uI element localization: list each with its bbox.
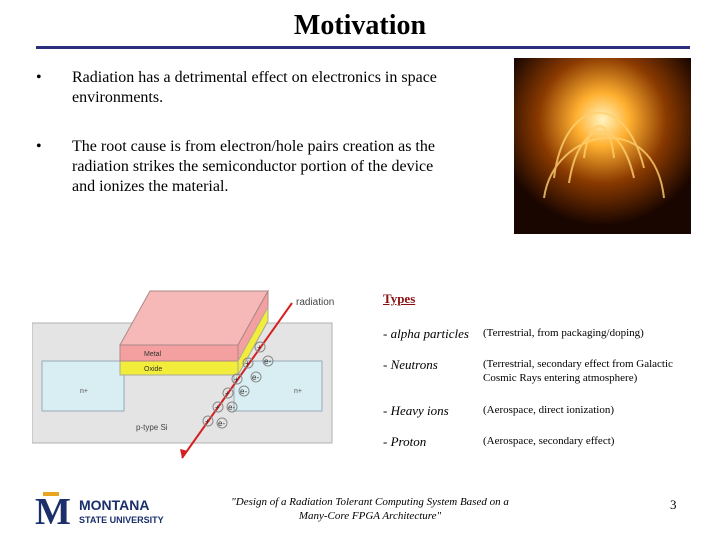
type-name: - alpha particles: [383, 326, 469, 341]
type-row: - Neutrons (Terrestrial, secondary effec…: [383, 357, 701, 385]
n-plus-label-left: n+: [80, 388, 88, 395]
oxide-layer: [119, 360, 239, 376]
hole-mark: +: [234, 375, 239, 384]
bullet-text: Radiation has a detrimental effect on el…: [72, 69, 437, 106]
oxide-label: Oxide: [144, 366, 162, 373]
metal-layer: [119, 344, 239, 362]
title-rule: [36, 46, 690, 49]
svg-text:STATE UNIVERSITY: STATE UNIVERSITY: [79, 515, 164, 525]
bullet-marker: •: [36, 69, 42, 86]
electron-mark: e-: [264, 357, 271, 366]
radiation-ray: [181, 302, 293, 459]
type-row: - Heavy ions (Aerospace, direct ionizati…: [383, 403, 703, 419]
type-desc: (Aerospace, secondary effect): [483, 435, 615, 447]
electron-mark: e-: [240, 387, 247, 396]
type-desc: (Terrestrial, from packaging/doping): [483, 327, 644, 339]
hole-mark: +: [225, 389, 230, 398]
footer-citation: "Design of a Radiation Tolerant Computin…: [231, 496, 509, 522]
hole-mark: +: [257, 343, 262, 352]
type-desc: (Aerospace, direct ionization): [483, 404, 615, 416]
solar-flare-image: [514, 58, 691, 234]
radiation-label: radiation: [296, 297, 334, 308]
electron-mark: e-: [252, 373, 259, 382]
slide-title: Motivation: [293, 10, 427, 41]
electron-mark: e-: [228, 403, 235, 412]
bullet-text: The root cause is from electron/hole pai…: [72, 138, 435, 195]
bullet-item: • Radiation has a detrimental effect on …: [36, 68, 452, 108]
type-row: - alpha particles (Terrestrial, from pac…: [383, 326, 703, 342]
type-name: - Heavy ions: [383, 403, 449, 418]
electron-mark: e-: [218, 419, 225, 428]
type-name: - Neutrons: [383, 357, 438, 372]
svg-text:MONTANA: MONTANA: [79, 497, 150, 513]
type-row: - Proton (Aerospace, secondary effect): [383, 434, 703, 450]
n-plus-region-left: [41, 360, 125, 412]
metal-label: Metal: [144, 351, 162, 358]
n-plus-label-right: n+: [294, 388, 302, 395]
bullet-item: • The root cause is from electron/hole p…: [36, 137, 452, 197]
oxide-side-face: [237, 305, 269, 377]
hole-mark: +: [245, 359, 250, 368]
page-number: 3: [670, 497, 677, 512]
hole-mark: +: [205, 417, 210, 426]
types-heading: Types: [383, 291, 416, 306]
bullet-marker: •: [36, 138, 42, 155]
type-name: - Proton: [383, 434, 427, 449]
type-desc: (Terrestrial, secondary effect from Gala…: [483, 358, 673, 384]
substrate-label: p-type Si: [136, 423, 168, 432]
device-cross-section-diagram: radiation Metal Oxide n+ n+ p-type Si + …: [32, 289, 334, 459]
svg-text:M: M: [35, 491, 71, 528]
montana-state-logo: M MONTANA STATE UNIVERSITY: [35, 490, 175, 533]
n-plus-region-right: [233, 360, 323, 412]
hole-mark: +: [215, 403, 220, 412]
